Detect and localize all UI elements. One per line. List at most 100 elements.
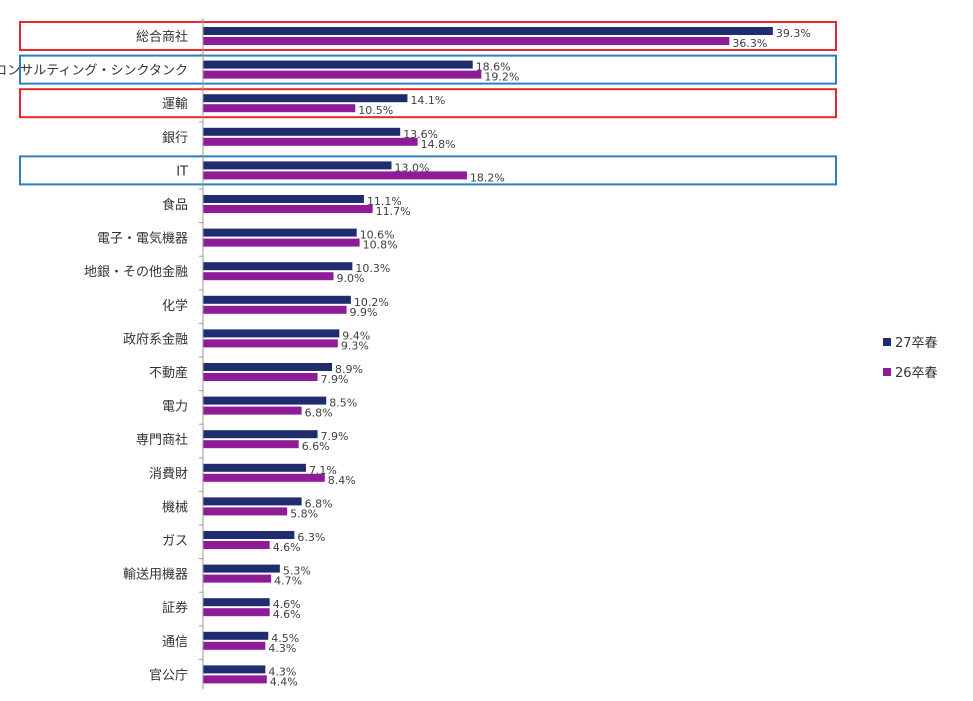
bar-series2	[203, 507, 288, 516]
highlight-box-3	[19, 155, 837, 186]
bar-series1	[203, 228, 357, 237]
data-label: 4.7%	[274, 575, 302, 588]
data-label: 9.9%	[350, 306, 378, 319]
data-label: 4.4%	[270, 675, 298, 688]
bar-series1	[203, 598, 270, 607]
bar-series1	[203, 430, 318, 439]
highlight-box-2	[19, 88, 837, 119]
legend-swatch	[883, 368, 891, 376]
data-label: 39.3%	[776, 27, 811, 40]
category-label: 食品	[162, 197, 188, 213]
bar-series1	[203, 463, 306, 472]
data-label: 18.6%	[476, 61, 511, 74]
data-label: 7.1%	[309, 464, 337, 477]
labels: 総合商社 39.3% 36.3% コンサルティング・シンクタンク 18.6%19.2% 運…	[0, 20, 811, 688]
category-label: 専門商社	[136, 432, 188, 448]
category-label: IT	[176, 164, 188, 179]
bar-series1	[203, 363, 333, 371]
bar-series2	[203, 541, 270, 549]
legend: 27卒春 26卒春	[883, 336, 938, 381]
data-label: 11.1%	[367, 195, 402, 208]
data-label: 9.4%	[342, 329, 370, 342]
data-label: 13.6%	[403, 128, 438, 141]
category-label: 消費財	[149, 467, 188, 482]
data-label: 9.3%	[341, 339, 369, 352]
bar-series2	[203, 137, 418, 146]
data-label: 10.8%	[363, 239, 398, 252]
bar-series1	[203, 396, 327, 405]
bar-series2	[203, 70, 482, 79]
bar-series2	[203, 406, 302, 415]
data-label: 10.3%	[355, 262, 390, 275]
data-label: 10.2%	[354, 296, 389, 309]
category-label: 化学	[162, 298, 188, 314]
category-label: 官公庁	[149, 667, 188, 683]
bar-series1	[203, 564, 280, 573]
data-label: 18.2%	[470, 171, 505, 184]
data-label: 7.9%	[321, 430, 349, 443]
bar-series2	[203, 675, 267, 684]
bar-series1	[203, 497, 302, 506]
data-label: 6.3%	[297, 531, 325, 544]
bar-series1	[203, 27, 773, 35]
data-label: 8.4%	[328, 474, 356, 487]
bar-series2	[203, 305, 347, 314]
bar-series1	[203, 665, 266, 674]
bar-series2	[203, 440, 299, 449]
data-label: 7.9%	[321, 373, 349, 386]
data-label: 19.2%	[484, 71, 519, 84]
category-label: 銀行	[162, 131, 188, 146]
bar-series1	[203, 329, 340, 338]
legend-label: 26卒春	[895, 366, 938, 381]
data-label: 6.8%	[305, 407, 333, 420]
data-label: 14.1%	[410, 94, 445, 107]
data-label: 4.3%	[268, 642, 296, 655]
data-label: 14.8%	[421, 138, 456, 151]
data-label: 13.0%	[395, 161, 430, 174]
bar-series2	[203, 104, 356, 113]
data-label: 8.5%	[329, 397, 357, 410]
bar-series1	[203, 161, 392, 170]
bar-series1	[203, 262, 353, 271]
data-label: 10.5%	[358, 104, 393, 117]
category-label: 地銀・その他金融	[84, 264, 188, 280]
data-label: 10.6%	[360, 229, 395, 242]
legend-label: 27卒春	[895, 336, 938, 351]
data-label: 4.6%	[273, 608, 301, 621]
category-label: 電力	[162, 400, 188, 415]
bar-series1	[203, 631, 269, 640]
data-label: 4.6%	[273, 598, 301, 611]
data-label: 9.0%	[337, 272, 365, 285]
data-label: 6.6%	[302, 440, 330, 453]
bar-series2	[203, 37, 730, 45]
data-label: 4.6%	[273, 541, 301, 554]
bar-series1	[203, 127, 401, 136]
data-label: 6.8%	[305, 497, 333, 510]
bar-series2	[203, 205, 373, 213]
bar-series2	[203, 641, 266, 650]
data-label: 8.9%	[335, 363, 363, 376]
bar-series2	[203, 373, 318, 381]
category-label: 証券	[162, 600, 188, 616]
data-label: 36.3%	[732, 37, 767, 50]
category-label: ガス	[162, 534, 188, 549]
bar-series2	[203, 171, 467, 180]
bars	[203, 27, 773, 684]
category-label: 通信	[162, 635, 188, 650]
category-label: 機械	[162, 500, 188, 515]
data-label: 4.3%	[268, 665, 296, 678]
bar-series2	[203, 339, 338, 348]
bar-series1	[203, 531, 295, 539]
highlight-box-1	[19, 54, 837, 85]
data-label: 5.8%	[290, 507, 318, 520]
bar-series2	[203, 238, 360, 247]
bar-series2	[203, 473, 325, 482]
category-label: コンサルティング・シンクタンク	[0, 64, 188, 79]
category-label: 政府系金融	[123, 331, 188, 347]
category-label: 不動産	[149, 365, 188, 381]
data-label: 5.3%	[283, 565, 311, 578]
legend-swatch	[883, 338, 891, 346]
bar-series2	[203, 574, 272, 583]
bar-series1	[203, 295, 351, 304]
